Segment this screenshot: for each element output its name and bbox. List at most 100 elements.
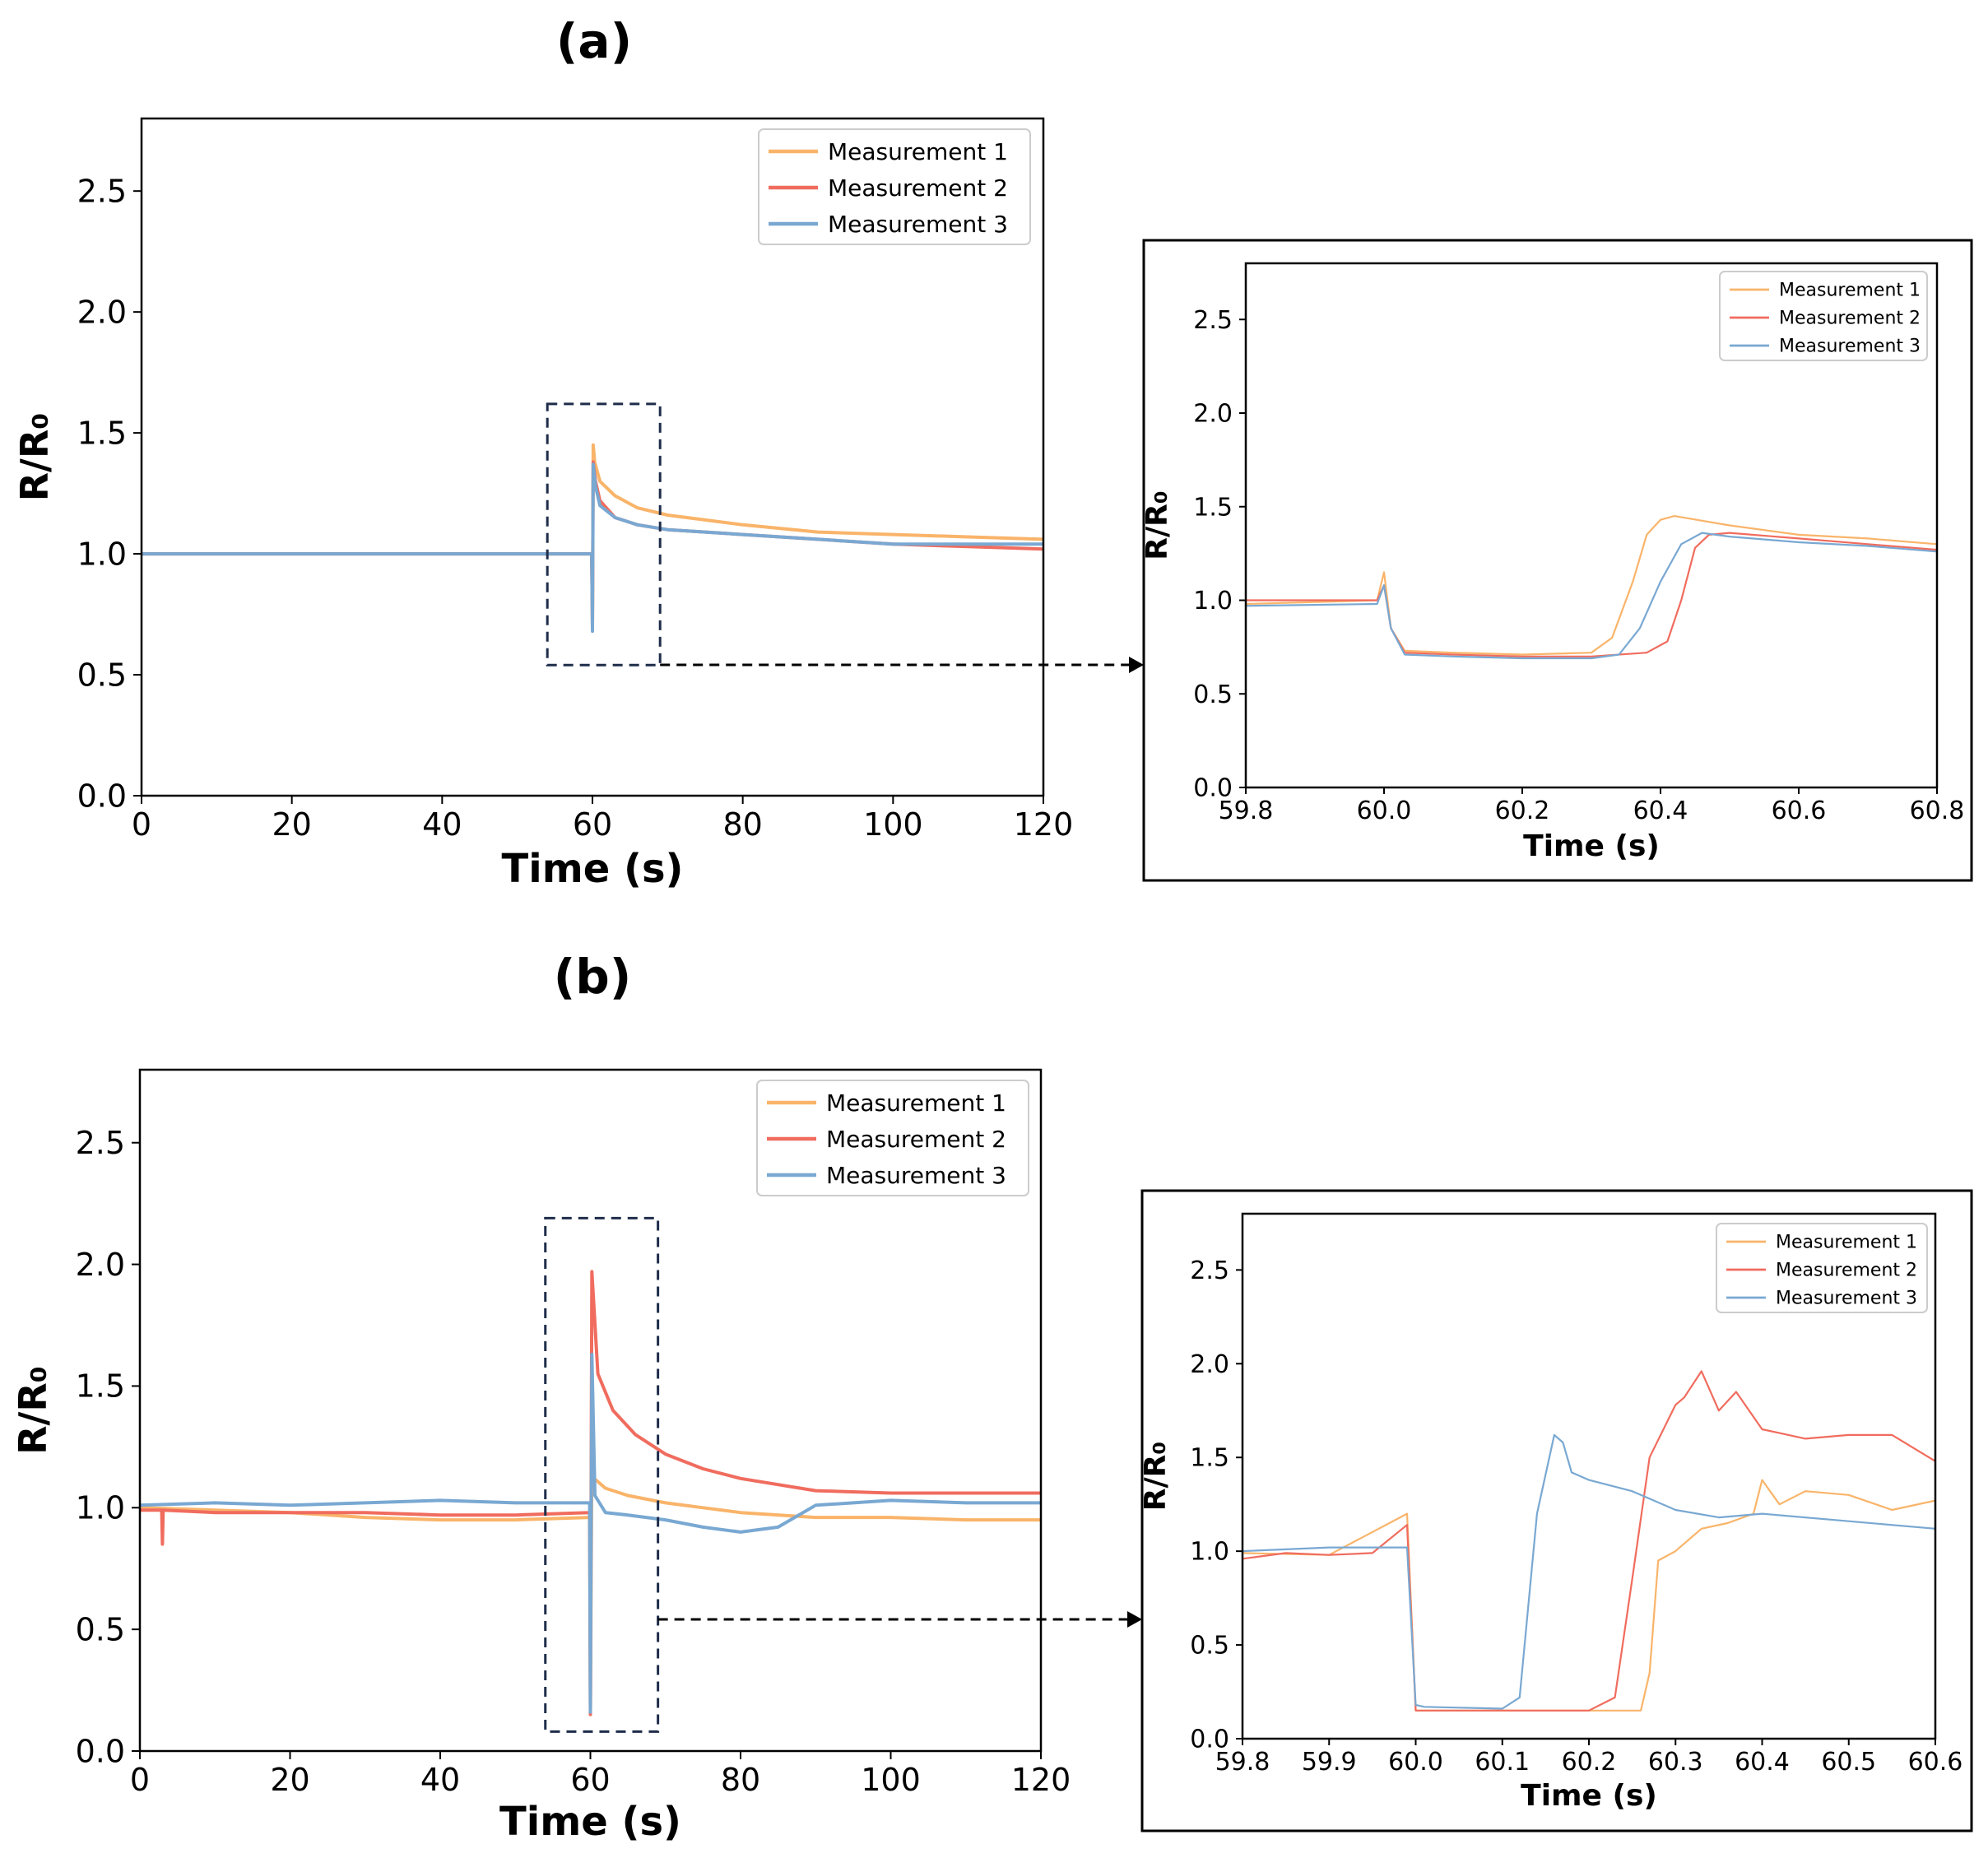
y-tick-label: 2.5 <box>77 173 127 209</box>
series-group <box>140 1270 1041 1716</box>
x-tick-label: 59.8 <box>1215 1748 1270 1777</box>
x-tick-label: 40 <box>420 1762 460 1798</box>
chart-b-inset: 59.8 59.9 60.0 60.1 60.2 60.3 60.4 60.5 60.6 0.0 0… <box>1139 1212 1963 1813</box>
legend: Measurement 1 Measurement 2 Measurement 3 <box>1719 271 1928 361</box>
y-tick-label: 2.0 <box>77 294 127 330</box>
x-axis-label: Time (s) <box>1521 1779 1657 1813</box>
legend-box <box>1716 1223 1928 1313</box>
x-tick-label: 60.3 <box>1648 1748 1703 1777</box>
y-tick-label: 1.5 <box>1193 493 1233 522</box>
x-tick-label: 60.4 <box>1735 1748 1790 1777</box>
x-tick-label: 40 <box>422 806 462 843</box>
legend-label-measurement-2: Measurement 2 <box>1776 1261 1917 1281</box>
y-tick-label: 2.0 <box>1190 1350 1229 1379</box>
y-tick-label: 1.5 <box>1190 1444 1229 1473</box>
legend-label-measurement-2: Measurement 2 <box>1779 309 1921 329</box>
x-tick-label: 60.1 <box>1475 1748 1530 1777</box>
series-group <box>1246 514 1937 660</box>
y-tick-label: 1.5 <box>77 415 127 451</box>
x-tick-label: 60.2 <box>1495 797 1550 825</box>
x-tick-label: 20 <box>270 1762 309 1798</box>
legend-label-measurement-2: Measurement 2 <box>828 174 1008 202</box>
x-tick-label: 120 <box>1014 806 1074 843</box>
legend-label-measurement-1: Measurement 1 <box>828 138 1008 165</box>
x-tick-label: 100 <box>863 806 923 843</box>
y-tick-label: 2.0 <box>76 1247 125 1283</box>
y-tick-label: 0.0 <box>1190 1726 1229 1754</box>
x-tick-label: 60.6 <box>1772 797 1827 825</box>
x-tick-label: 60 <box>573 806 612 843</box>
x-tick-label: 60.0 <box>1388 1748 1443 1777</box>
y-tick-label: 2.5 <box>76 1125 125 1161</box>
series-group <box>1242 1370 1935 1712</box>
x-axis-label: Time (s) <box>502 846 684 892</box>
y-tick-label: 0.5 <box>1190 1632 1229 1661</box>
y-axis-label: R/R₀ <box>1139 1442 1173 1511</box>
y-axis-label: R/R₀ <box>11 1366 55 1455</box>
x-tick-label: 60 <box>570 1762 610 1798</box>
series-line-measurement-3 <box>140 1353 1041 1714</box>
zoom-connector-arrowhead <box>1127 1611 1142 1628</box>
y-tick-label: 0.0 <box>1193 774 1233 803</box>
x-tick-label: 20 <box>272 806 311 843</box>
y-tick-label: 1.0 <box>76 1490 125 1526</box>
x-tick-label: 60.8 <box>1910 797 1965 825</box>
zoom-connector-arrowhead <box>1129 657 1144 673</box>
y-tick-label: 2.5 <box>1190 1256 1229 1285</box>
y-tick-label: 0.5 <box>76 1611 125 1647</box>
axes-frame <box>1244 262 1939 789</box>
x-tick-label: 0 <box>132 806 151 843</box>
legend-box <box>758 128 1031 245</box>
x-tick-label: 80 <box>721 1762 760 1798</box>
x-tick-label: 80 <box>722 806 762 843</box>
y-tick-label: 0.0 <box>77 778 127 814</box>
chart-b-main: 0 20 40 60 80 100 120 0.0 0.5 1.0 1.5 2.0 2.5 Time (s… <box>11 1068 1142 1845</box>
x-tick-label: 59.8 <box>1219 797 1274 825</box>
y-tick-label: 0.5 <box>77 657 127 693</box>
x-tick-label: 60.5 <box>1821 1748 1876 1777</box>
x-axis-label: Time (s) <box>499 1799 681 1845</box>
x-tick-label: 60.0 <box>1357 797 1412 825</box>
y-tick-label: 0.5 <box>1193 680 1233 709</box>
series-line-measurement-2 <box>1242 1370 1935 1712</box>
legend-box <box>756 1080 1029 1196</box>
y-tick-label: 0.0 <box>76 1733 125 1769</box>
y-tick-label: 2.0 <box>1193 400 1233 429</box>
y-tick-label: 1.0 <box>77 536 127 572</box>
legend-label-measurement-1: Measurement 1 <box>826 1089 1006 1117</box>
x-tick-label: 100 <box>861 1762 921 1798</box>
legend-label-measurement-3: Measurement 3 <box>1776 1289 1917 1309</box>
legend-label-measurement-1: Measurement 1 <box>1776 1233 1917 1253</box>
x-tick-label: 59.9 <box>1302 1748 1357 1777</box>
legend-label-measurement-2: Measurement 2 <box>826 1126 1006 1153</box>
series-line-measurement-3 <box>1246 532 1937 660</box>
legend-label-measurement-3: Measurement 3 <box>1779 337 1921 357</box>
series-line-measurement-3 <box>142 462 1043 634</box>
legend: Measurement 1 Measurement 2 Measurement 3 <box>1716 1223 1928 1313</box>
y-tick-label: 1.5 <box>76 1368 125 1405</box>
chart-a-main: 0 20 40 60 80 100 120 0.0 0.5 1.0 1.5 2.0 2.5 Time (s… <box>12 117 1144 892</box>
y-tick-label: 1.0 <box>1190 1538 1229 1567</box>
chart-a-inset: 59.8 60.0 60.2 60.4 60.6 60.8 0.0 0.5 1.0 1.5 2.0 2… <box>1140 262 1965 863</box>
legend-label-measurement-3: Measurement 3 <box>826 1162 1006 1189</box>
y-tick-label: 1.0 <box>1193 587 1233 615</box>
x-tick-label: 60.6 <box>1908 1748 1963 1777</box>
x-axis-label: Time (s) <box>1523 829 1660 863</box>
legend: Measurement 1 Measurement 2 Measurement 3 <box>756 1080 1029 1196</box>
series-group <box>142 443 1043 634</box>
y-axis-label: R/R₀ <box>12 413 57 502</box>
x-tick-label: 120 <box>1011 1762 1071 1798</box>
legend-label-measurement-3: Measurement 3 <box>828 211 1008 238</box>
panel-label-b: (b) <box>554 949 632 1005</box>
panel-label-a: (a) <box>556 13 632 69</box>
x-tick-label: 60.4 <box>1633 797 1688 825</box>
legend-box <box>1719 271 1928 361</box>
series-line-measurement-3 <box>1242 1433 1935 1710</box>
legend-label-measurement-1: Measurement 1 <box>1779 281 1921 301</box>
x-tick-label: 60.2 <box>1562 1748 1617 1777</box>
y-tick-label: 2.5 <box>1193 306 1233 335</box>
zoom-region-box <box>544 1216 660 1733</box>
x-tick-label: 0 <box>130 1762 150 1798</box>
legend: Measurement 1 Measurement 2 Measurement 3 <box>758 128 1031 245</box>
